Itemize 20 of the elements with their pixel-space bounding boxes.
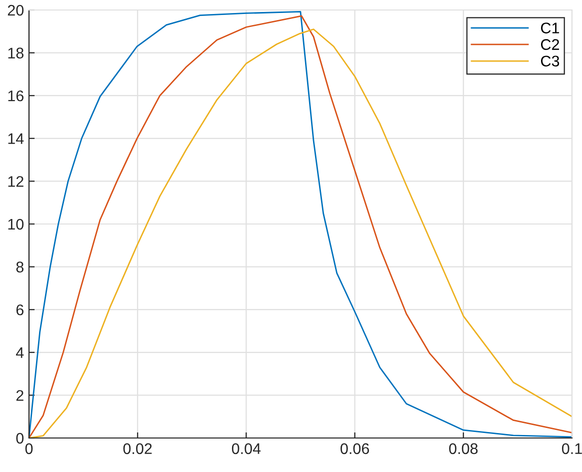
y-tick-label: 2 [16, 390, 24, 401]
y-tick-label: 18 [8, 48, 24, 58]
y-tick-label: 6 [16, 304, 24, 316]
y-tick-label: 8 [16, 262, 24, 272]
y-tick-label: 14 [8, 133, 24, 144]
x-tick-label: 0.02 [123, 443, 152, 454]
legend-label: C2 [541, 39, 560, 50]
y-tick-label: 0 [16, 432, 24, 444]
y-tick-label: 12 [8, 176, 24, 187]
y-tick-label: 16 [8, 90, 24, 102]
y-tick-label: 10 [8, 218, 24, 230]
x-tick-label: 0.06 [340, 443, 369, 454]
x-tick-label: 0.1 [562, 443, 582, 454]
x-tick-label: 0.08 [449, 443, 478, 454]
y-tick-label: 4 [16, 347, 24, 358]
legend-label: C3 [541, 56, 560, 67]
y-tick-label: 20 [8, 4, 24, 16]
x-tick-label: 0 [25, 443, 33, 454]
legend-label: C1 [541, 22, 560, 34]
x-tick-label: 0.04 [232, 443, 261, 454]
